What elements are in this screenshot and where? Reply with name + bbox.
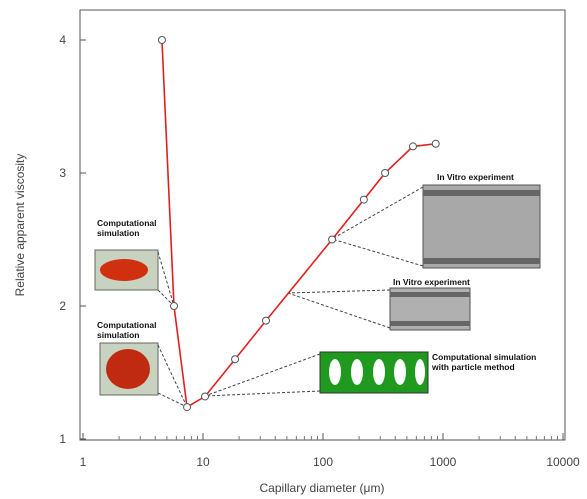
marker bbox=[360, 196, 367, 203]
x-tick-label: 100 bbox=[313, 455, 333, 469]
annotation: Computational simulation bbox=[97, 320, 161, 340]
y-tick-label: 2 bbox=[59, 299, 66, 313]
y-axis-label: Relative apparent viscosity bbox=[13, 154, 27, 297]
annotation: Computational simulation bbox=[97, 218, 161, 238]
marker bbox=[263, 317, 270, 324]
y-tick-label: 3 bbox=[59, 166, 66, 180]
marker bbox=[329, 236, 336, 243]
x-tick-label: 1000 bbox=[430, 455, 457, 469]
marker bbox=[432, 140, 439, 147]
y-tick-label: 4 bbox=[59, 33, 66, 47]
x-axis-label: Capillary diameter (μm) bbox=[260, 481, 385, 495]
marker bbox=[184, 404, 191, 411]
annotation: Computational simulation with particle m… bbox=[432, 352, 552, 372]
marker bbox=[170, 303, 177, 310]
marker bbox=[232, 356, 239, 363]
page: Capillary diameter (μm) Relative apparen… bbox=[0, 0, 587, 499]
annotation: In Vitro experiment bbox=[437, 172, 547, 182]
annotation: In Vitro experiment bbox=[393, 277, 503, 287]
x-tick-label: 10000 bbox=[546, 455, 580, 469]
marker bbox=[202, 393, 209, 400]
x-tick-label: 10 bbox=[196, 455, 210, 469]
chart: Capillary diameter (μm) Relative apparen… bbox=[0, 0, 587, 499]
y-tick-label: 1 bbox=[59, 432, 66, 446]
marker bbox=[382, 170, 389, 177]
marker bbox=[158, 37, 165, 44]
marker bbox=[409, 143, 416, 150]
x-tick-label: 1 bbox=[80, 455, 87, 469]
